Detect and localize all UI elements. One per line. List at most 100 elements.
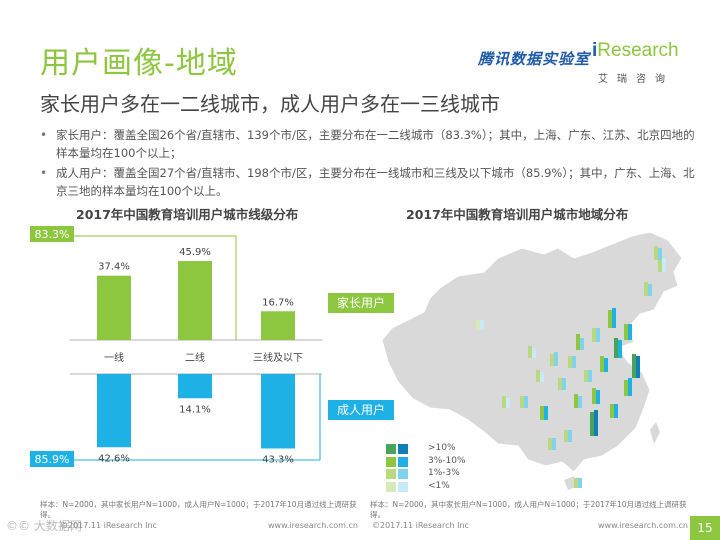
china-region-map	[381, 232, 683, 490]
footer-copyright-left: ©2017.11 iResearch Inc	[60, 521, 157, 530]
adult-bar-label: 42.6%	[98, 453, 130, 464]
map-adult-bar	[662, 258, 666, 272]
sample-note-right: 样本：N=2000，其中家长用户N=1000，成人用户N=1000；于2017年…	[370, 500, 687, 519]
map-parent-bar	[550, 354, 554, 366]
map-adult-bar	[554, 352, 558, 366]
map-parent-bar	[610, 404, 614, 418]
parent-bar-label: 37.4%	[98, 262, 130, 273]
map-adult-bar	[648, 284, 652, 296]
parent-bar-label: 16.7%	[262, 297, 294, 308]
parent-bracket-line	[30, 235, 237, 340]
map-adult-bar	[612, 308, 616, 328]
map-parent-bar	[590, 412, 594, 436]
legend-swatch-green	[386, 444, 396, 454]
legend-swatch-green	[386, 456, 396, 467]
map-parent-bar	[576, 334, 580, 350]
legend-swatch-blue	[398, 481, 408, 492]
legend-label: 1%-3%	[428, 468, 460, 478]
legend-swatch-blue	[398, 469, 408, 479]
map-adult-bar	[544, 406, 548, 420]
map-parent-bar	[632, 354, 636, 378]
bullet-dot-icon: •	[40, 166, 48, 180]
parent-bar	[261, 311, 295, 340]
map-adult-bar	[636, 356, 640, 378]
legend-row: 1%-3%	[386, 468, 496, 482]
map-parent-bar	[624, 380, 628, 396]
map-parent-bar	[540, 406, 544, 420]
map-adult-bar	[578, 478, 582, 488]
map-adult-bar	[562, 378, 566, 390]
parent-bracket-value: 83.3%	[35, 228, 70, 241]
iresearch-cn-name: 艾瑞咨询	[598, 74, 674, 85]
map-parent-bar	[644, 282, 648, 296]
map-parent-bar	[600, 356, 604, 372]
right-chart-title: 2017年中国教育培训用户城市地域分布	[406, 207, 629, 222]
map-legend: >10% 3%-10% 1%-3% <1%	[386, 443, 496, 495]
watermark: ©© 大数据网	[6, 519, 82, 533]
legend-row: <1%	[386, 480, 496, 495]
map-adult-bar	[604, 358, 608, 372]
map-adult-bar	[540, 372, 544, 382]
map-adult-bar	[580, 338, 584, 350]
adult-bar	[178, 374, 212, 399]
map-parent-bar	[654, 246, 658, 260]
map-parent-bar	[574, 478, 578, 488]
bullet-item: • 成人用户：覆盖全国27个省/直辖市、198个市/区，主要分布在一线城市和三线及…	[40, 164, 700, 200]
map-adult-bar	[596, 390, 600, 404]
map-adult-bar	[506, 398, 510, 408]
map-parent-bar	[548, 438, 552, 450]
map-parent-bar	[574, 394, 578, 408]
map-adult-bar	[658, 248, 662, 260]
iresearch-logo: iResearch	[592, 40, 679, 62]
bullet-dot-icon: •	[40, 128, 48, 142]
legend-row: >10%	[386, 443, 496, 457]
map-parent-bar	[592, 328, 596, 342]
tencent-lab-logo: 腾讯数据实验室	[478, 50, 591, 68]
slide-subtitle: 家长用户多在一二线城市，成人用户多在一三线城市	[40, 92, 500, 116]
map-adult-bar	[596, 328, 600, 342]
adult-bracket-line	[30, 374, 321, 461]
legend-row: 3%-10%	[386, 456, 496, 470]
page-title: 用户画像-地域	[40, 46, 238, 81]
legend-label: >10%	[428, 443, 456, 453]
legend-swatch-blue	[398, 444, 408, 454]
parent-bar-label: 45.9%	[179, 247, 211, 258]
map-parent-bar	[558, 378, 562, 390]
map-adult-bar	[480, 320, 484, 330]
left-chart-title: 2017年中国教育培训用户城市线级分布	[76, 207, 299, 222]
legend-label: <1%	[428, 480, 450, 491]
taiwan-island	[650, 422, 660, 444]
map-parent-bar	[608, 310, 612, 328]
map-adult-bar	[628, 378, 632, 396]
map-adult-bar	[628, 324, 632, 340]
map-adult-bar	[552, 438, 556, 450]
map-adult-bar	[572, 356, 576, 368]
legend-swatch-green	[386, 481, 396, 492]
adult-bar	[97, 374, 131, 448]
map-parent-bar	[568, 356, 572, 368]
map-adult-bar	[618, 340, 622, 358]
province-bars	[476, 246, 666, 488]
parent-bracket-tag	[30, 226, 74, 242]
legend-swatch-blue	[398, 456, 408, 467]
iresearch-logo-i: i	[592, 40, 598, 61]
adult-bar-label: 14.1%	[179, 404, 211, 415]
adult-bracket-tag	[30, 451, 74, 467]
map-parent-bar	[476, 320, 480, 330]
map-parent-bar	[528, 346, 532, 358]
sample-note-left: 样本：N=2000，其中家长用户N=1000，成人用户N=1000；于2017年…	[40, 500, 357, 519]
map-parent-bar	[624, 324, 628, 340]
adult-bar	[261, 374, 295, 449]
parent-bar	[97, 275, 131, 340]
adult-bracket-value: 85.9%	[35, 453, 70, 466]
map-adult-bar	[594, 410, 598, 436]
bullet-text-adult: 成人用户：覆盖全国27个省/直辖市、198个市/区，主要分布在一线城市和三线及以…	[56, 166, 695, 198]
city-tier-bar-chart: 83.3% 85.9% 37.4% 一线 42.6% 45.9% 二线 14.1% 16.7% 三…	[30, 226, 322, 467]
map-adult-bar	[532, 348, 536, 358]
map-parent-bar	[658, 256, 662, 272]
map-parent-bar	[502, 396, 506, 408]
parent-bar	[178, 261, 212, 340]
bullet-text-parent: 家长用户：覆盖全国26个省/直辖市、139个市/区，主要分布在一二线城市（83.…	[56, 128, 695, 160]
map-parent-bar	[592, 388, 596, 404]
page-number: 15	[690, 516, 720, 540]
